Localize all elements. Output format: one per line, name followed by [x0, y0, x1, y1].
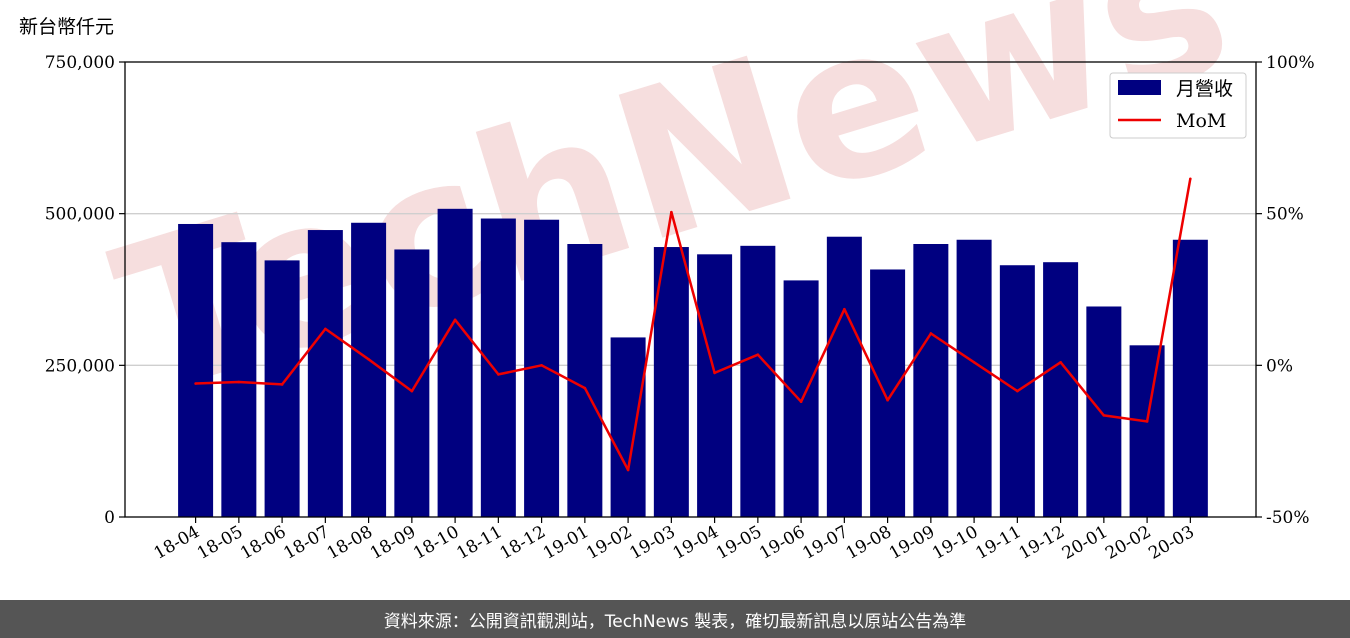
mom-point-18-07 [324, 327, 327, 331]
x-tick-label-20-02: 20-02 [1102, 522, 1154, 564]
x-tick-label-18-05: 18-05 [194, 522, 246, 564]
mom-line [195, 178, 1192, 472]
mom-point-19-04 [713, 371, 716, 375]
x-tick-label-18-12: 18-12 [497, 522, 549, 564]
mom-point-19-08 [886, 398, 889, 402]
x-tick-label-19-12: 19-12 [1016, 522, 1068, 564]
x-tick-label-19-11: 19-11 [972, 522, 1024, 564]
x-tick-label-20-03: 20-03 [1145, 522, 1197, 564]
mom-point-18-09 [410, 389, 414, 393]
bar-series [178, 208, 1208, 518]
mom-point-19-11 [1016, 389, 1019, 393]
y-right-tick-label: 50% [1266, 205, 1304, 225]
x-tick-label-19-06: 19-06 [756, 522, 808, 564]
x-tick-label-18-04: 18-04 [151, 522, 203, 564]
mom-point-19-09 [929, 332, 933, 335]
mom-point-19-06 [799, 400, 803, 404]
mom-point-19-07 [843, 307, 846, 311]
mom-point-18-08 [367, 357, 370, 361]
bar-19-12 [1043, 262, 1079, 517]
x-tick-label-20-01: 20-01 [1059, 522, 1111, 564]
x-tick-label-18-11: 18-11 [453, 522, 505, 564]
legend-bar-swatch [1118, 80, 1161, 95]
bar-18-07 [307, 230, 343, 517]
x-tick-label-19-01: 19-01 [540, 522, 592, 564]
y-right-tick-label: 100% [1266, 53, 1315, 73]
y-axis-left: 0 250,000 500,000 750,000 [45, 53, 125, 528]
mom-point-18-05 [237, 380, 241, 384]
y-left-tick-label: 0 [104, 508, 115, 528]
mom-point-20-03 [1189, 177, 1192, 181]
bar-18-04 [178, 223, 214, 518]
y-right-tick-label: 0% [1266, 356, 1293, 376]
bar-19-04 [697, 254, 733, 517]
x-tick-label-18-10: 18-10 [410, 522, 462, 564]
source-footer: 資料來源：公開資訊觀測站，TechNews 製表，確切最新訊息以原站公告為準 [0, 600, 1350, 638]
x-tick-label-19-04: 19-04 [670, 522, 722, 564]
bar-19-06 [783, 280, 819, 517]
mom-point-18-10 [453, 318, 457, 322]
mom-point-19-03 [670, 210, 673, 214]
mom-point-18-06 [280, 383, 284, 386]
x-tick-label-19-10: 19-10 [929, 522, 981, 564]
bar-20-01 [1086, 306, 1122, 517]
x-tick-label-19-03: 19-03 [626, 522, 678, 564]
bar-19-09 [913, 244, 949, 517]
mom-point-19-02 [626, 468, 630, 472]
bar-18-11 [480, 218, 516, 517]
x-tick-label-19-02: 19-02 [583, 522, 635, 564]
y-right-tick-label: -50% [1266, 508, 1310, 528]
mom-point-19-05 [756, 353, 760, 357]
bar-19-07 [826, 236, 862, 517]
footer-text: 資料來源：公開資訊觀測站，TechNews 製表，確切最新訊息以原站公告為準 [383, 611, 967, 632]
bar-20-02 [1129, 345, 1165, 517]
mom-point-19-10 [972, 361, 976, 364]
bar-18-05 [221, 242, 257, 517]
y-axis-right: -50% 0% 50% 100% [1256, 53, 1315, 528]
x-tick-label-19-07: 19-07 [799, 522, 851, 564]
legend-label-mom: MoM [1176, 110, 1226, 132]
unit-label: 新台幣仟元 [19, 16, 114, 38]
bar-18-06 [264, 260, 300, 517]
x-tick-label-18-09: 18-09 [367, 522, 419, 564]
legend-label-revenue: 月營收 [1176, 78, 1233, 100]
y-left-tick-label: 750,000 [45, 53, 115, 73]
y-left-tick-label: 500,000 [45, 205, 115, 225]
mom-point-18-12 [540, 364, 543, 367]
x-tick-label-19-05: 19-05 [713, 522, 765, 564]
bar-19-02 [610, 337, 646, 517]
bar-20-03 [1172, 239, 1208, 517]
mom-point-18-04 [194, 382, 197, 385]
x-axis: 18-0418-0518-0618-0718-0818-0918-1018-11… [151, 517, 1198, 564]
mom-point-18-11 [497, 373, 500, 376]
bar-19-01 [567, 244, 603, 517]
mom-point-19-12 [1059, 361, 1062, 364]
x-tick-label-18-08: 18-08 [324, 522, 376, 564]
legend: 月營收 MoM [1109, 72, 1247, 139]
mom-point-19-01 [583, 386, 587, 390]
mom-series [194, 177, 1192, 472]
bar-19-03 [653, 247, 689, 518]
x-tick-label-19-08: 19-08 [843, 522, 895, 564]
x-tick-label-18-07: 18-07 [280, 522, 332, 564]
plot-frame [124, 61, 1257, 518]
bar-18-10 [437, 208, 473, 517]
bar-18-08 [351, 222, 387, 517]
bar-19-10 [956, 239, 992, 517]
mom-point-20-02 [1145, 420, 1149, 423]
bar-19-05 [740, 245, 776, 517]
x-tick-label-19-09: 19-09 [886, 522, 938, 564]
y-left-tick-label: 250,000 [45, 356, 115, 376]
bar-19-08 [870, 269, 906, 517]
mom-point-20-01 [1102, 414, 1106, 417]
x-tick-label-18-06: 18-06 [237, 522, 289, 564]
